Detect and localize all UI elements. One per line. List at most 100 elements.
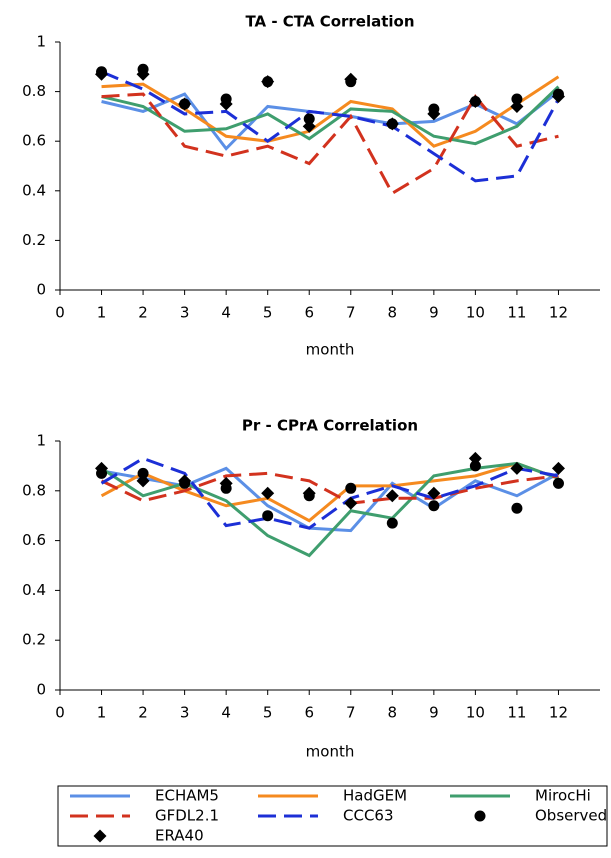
x-axis-label: month (306, 341, 355, 359)
legend-box (57, 785, 608, 847)
x-tick-label: 1 (97, 304, 107, 322)
observed-point (469, 460, 481, 472)
y-tick-label: 1 (36, 33, 46, 51)
legend-label: CCC63 (343, 807, 394, 825)
x-tick-label: 3 (180, 704, 190, 722)
legend-label: HadGEM (343, 787, 407, 805)
series-line (100, 456, 559, 530)
era40-point (178, 97, 192, 111)
observed-point (262, 510, 274, 522)
legend-label: GFDL2.1 (155, 807, 219, 825)
x-tick-label: 6 (304, 704, 314, 722)
x-tick-label: 4 (221, 304, 231, 322)
x-tick-label: 2 (138, 704, 148, 722)
series-line (100, 461, 559, 523)
legend: ECHAM5 HadGEM MirocHi GFDL2.1 CCC63 Observed E… (57, 785, 608, 847)
x-tick-label: 9 (429, 304, 439, 322)
x-tick-label: 11 (507, 704, 526, 722)
y-tick-label: 0.2 (22, 631, 46, 649)
x-tick-label: 2 (138, 304, 148, 322)
y-tick-label: 0.4 (22, 181, 46, 199)
y-tick-label: 0.4 (22, 581, 46, 599)
era40-point (468, 451, 482, 465)
era40-point (261, 75, 275, 89)
series-line (101, 85, 560, 146)
era40-point (302, 119, 316, 133)
observed-point (511, 502, 523, 514)
x-tick-label: 10 (466, 704, 485, 722)
chart: Pr - CPrA Correlation month 0 0.2 0.4 0.6 0.8 1… (22, 417, 600, 761)
x-axis-label: month (306, 743, 355, 761)
legend-label: ERA40 (155, 827, 204, 845)
legend-label: Observed (535, 807, 607, 825)
x-tick-label: 7 (346, 304, 356, 322)
x-tick-label: 9 (429, 704, 439, 722)
observed-point (552, 477, 564, 489)
y-tick-label: 1 (36, 432, 46, 450)
x-tick-label: 0 (55, 704, 65, 722)
series-line (100, 70, 560, 183)
legend-swatch (93, 829, 107, 843)
era40-point (95, 67, 109, 81)
observed-point (303, 113, 315, 125)
y-tick-label: 0 (36, 281, 46, 299)
era40-point (95, 461, 109, 475)
era40-point (344, 496, 358, 510)
era40-point (136, 67, 150, 81)
era40-point (136, 474, 150, 488)
x-tick-label: 10 (466, 304, 485, 322)
y-tick-label: 0.6 (22, 132, 46, 150)
era40-point (510, 99, 524, 113)
x-tick-label: 6 (304, 304, 314, 322)
era40-point (551, 461, 565, 475)
series-line (101, 466, 560, 533)
y-tick-label: 0.6 (22, 531, 46, 549)
era40-point (302, 486, 316, 500)
era40-point (551, 90, 565, 104)
legend-label: MirocHi (535, 787, 591, 805)
observed-point (386, 517, 398, 529)
observed-point (345, 482, 357, 494)
y-tick-label: 0.8 (22, 82, 46, 100)
observed-point (428, 500, 440, 512)
era40-point (385, 489, 399, 503)
x-tick-label: 11 (507, 304, 526, 322)
series-line (101, 75, 560, 148)
x-tick-label: 1 (97, 704, 107, 722)
y-tick-label: 0.8 (22, 481, 46, 499)
era40-point (219, 476, 233, 490)
chart-title: TA - CTA Correlation (245, 13, 414, 31)
era40-point (427, 107, 441, 121)
chart-title: Pr - CPrA Correlation (242, 417, 418, 435)
x-tick-label: 5 (263, 704, 273, 722)
x-tick-label: 12 (549, 704, 568, 722)
era40-point (178, 474, 192, 488)
era40-point (261, 486, 275, 500)
x-tick-label: 4 (221, 704, 231, 722)
x-tick-label: 7 (346, 704, 356, 722)
era40-point (510, 461, 524, 475)
era40-point (427, 486, 441, 500)
x-tick-label: 0 (55, 304, 65, 322)
series-line (101, 90, 560, 151)
x-tick-label: 12 (549, 304, 568, 322)
y-tick-label: 0 (36, 681, 46, 699)
x-tick-label: 8 (388, 704, 398, 722)
x-tick-label: 5 (263, 304, 273, 322)
y-tick-label: 0.2 (22, 231, 46, 249)
legend-swatch (474, 810, 486, 822)
series-line (100, 461, 559, 558)
era40-point (219, 97, 233, 111)
era40-point (344, 72, 358, 86)
series-line (101, 92, 559, 196)
era40-point (468, 95, 482, 109)
observed-point (511, 93, 523, 105)
era40-point (385, 117, 399, 131)
x-tick-label: 3 (180, 304, 190, 322)
legend-label: ECHAM5 (155, 787, 219, 805)
observed-point (137, 467, 149, 479)
chart: TA - CTA Correlationmonth00.20.40.60.810… (22, 13, 600, 359)
series-line (100, 471, 559, 505)
x-tick-label: 8 (388, 304, 398, 322)
